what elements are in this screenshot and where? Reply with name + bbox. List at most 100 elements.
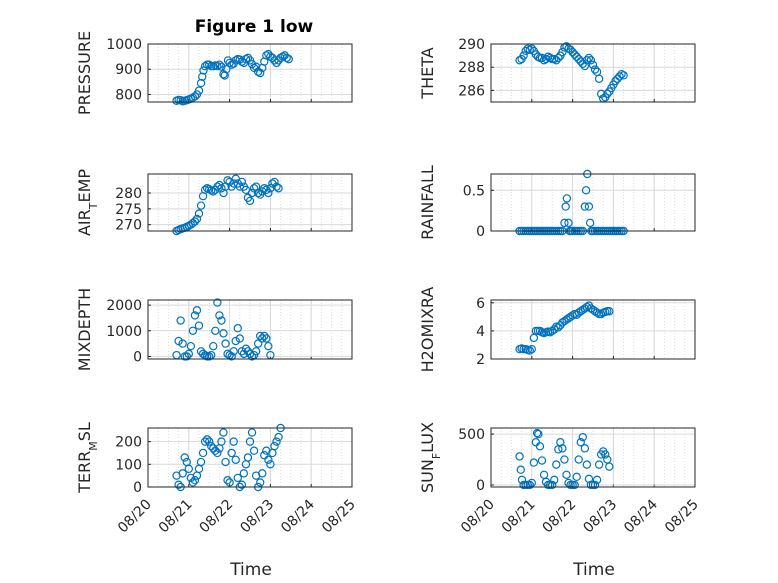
- data-point: [202, 435, 212, 444]
- data-point: [196, 201, 206, 210]
- y-tick-label: 800: [115, 87, 142, 103]
- data-point: [253, 188, 263, 198]
- data-point: [178, 339, 187, 348]
- data-point: [198, 448, 208, 458]
- data-point: [552, 56, 561, 65]
- data-point: [211, 446, 220, 455]
- data-point: [237, 57, 247, 66]
- data-point: [196, 78, 206, 88]
- y-tick-label: 275: [115, 202, 142, 218]
- x-tick-label: 08/22: [197, 497, 237, 537]
- y-tick-label: 270: [115, 218, 142, 234]
- data-point: [527, 44, 537, 53]
- data-point: [194, 321, 204, 330]
- data-point: [237, 177, 247, 187]
- data-point: [184, 349, 193, 359]
- y-axis-label: SUNFLUX: [418, 422, 443, 493]
- data-point: [243, 53, 253, 63]
- data-point: [199, 66, 208, 75]
- data-point: [590, 65, 600, 74]
- data-point: [527, 344, 537, 354]
- data-point: [525, 480, 534, 490]
- data-point: [564, 218, 573, 228]
- data-point: [213, 298, 222, 307]
- data-point: [572, 472, 581, 482]
- y-axis-label: TERRMSL: [75, 422, 100, 494]
- data-point: [190, 92, 200, 101]
- data-point: [249, 446, 259, 455]
- data-point: [601, 450, 610, 459]
- data-point: [578, 432, 588, 442]
- data-point: [519, 51, 528, 60]
- data-point: [190, 217, 200, 226]
- x-tick-label: 08/23: [237, 497, 277, 537]
- data-point: [274, 432, 283, 442]
- data-point: [200, 437, 210, 446]
- data-point: [222, 65, 231, 74]
- panel-terr_msl: 08/20 08/21 08/22 08/23 08/24 08/25 0 100 200 TER…: [75, 422, 359, 536]
- data-point: [535, 326, 545, 336]
- data-point: [284, 54, 293, 64]
- data-point: [282, 53, 291, 63]
- x-tick-label: 08/20: [115, 497, 155, 537]
- data-point: [529, 458, 539, 467]
- x-tick-label: 08/21: [499, 497, 539, 537]
- data-point: [186, 341, 196, 351]
- data-point: [525, 346, 534, 355]
- panel-theta: 286 288 290 THETA: [418, 37, 696, 103]
- data-point: [576, 57, 585, 66]
- axes-box: [490, 173, 696, 232]
- data-point: [592, 475, 602, 485]
- data-point: [247, 428, 257, 437]
- data-point: [584, 202, 594, 211]
- data-point: [264, 455, 273, 464]
- data-point: [270, 177, 279, 187]
- data-point: [247, 352, 257, 361]
- data-point: [209, 187, 218, 196]
- data-point: [233, 473, 242, 483]
- data-point: [611, 76, 620, 86]
- data-point: [194, 209, 204, 218]
- y-axis-label: THETA: [418, 47, 437, 99]
- data-point: [552, 460, 561, 469]
- data-point: [558, 444, 567, 453]
- x-tick-label: 08/23: [580, 497, 620, 537]
- y-axis-label: PRESSURE: [75, 31, 94, 115]
- data-point: [580, 444, 590, 453]
- data-point: [548, 480, 557, 490]
- data-point: [241, 344, 251, 353]
- data-point: [570, 480, 579, 490]
- axes-box: [147, 299, 353, 360]
- data-point: [200, 185, 210, 195]
- y-tick-label: 0: [476, 224, 485, 240]
- panel-rainfall: 0 0.5 RAINFALL: [418, 165, 696, 240]
- data-point: [570, 50, 579, 59]
- data-point: [562, 470, 571, 479]
- data-point: [188, 478, 198, 487]
- data-point: [251, 347, 261, 356]
- x-axis-label-right: Time: [572, 560, 615, 580]
- data-point: [256, 68, 265, 78]
- data-point: [266, 184, 275, 193]
- data-point: [215, 60, 224, 69]
- x-tick-label: 08/25: [662, 497, 702, 537]
- data-point: [566, 45, 575, 55]
- data-point: [213, 61, 222, 71]
- axes-box: [147, 173, 353, 232]
- data-point: [231, 56, 240, 65]
- data-point: [217, 437, 226, 446]
- data-point: [272, 437, 281, 446]
- data-point: [605, 307, 614, 316]
- data-point: [245, 196, 255, 206]
- data-point: [586, 56, 596, 65]
- data-point: [537, 53, 547, 63]
- panel-pressure: 800 900 1000 PRESSURE: [75, 31, 353, 115]
- y-tick-label: 280: [115, 186, 142, 202]
- data-point: [585, 218, 595, 228]
- y-tick-label: 200: [115, 435, 142, 451]
- data-point: [213, 448, 222, 458]
- y-tick-label: 900: [115, 62, 142, 78]
- data-point: [235, 334, 244, 343]
- data-point: [225, 478, 234, 487]
- data-point: [603, 89, 612, 99]
